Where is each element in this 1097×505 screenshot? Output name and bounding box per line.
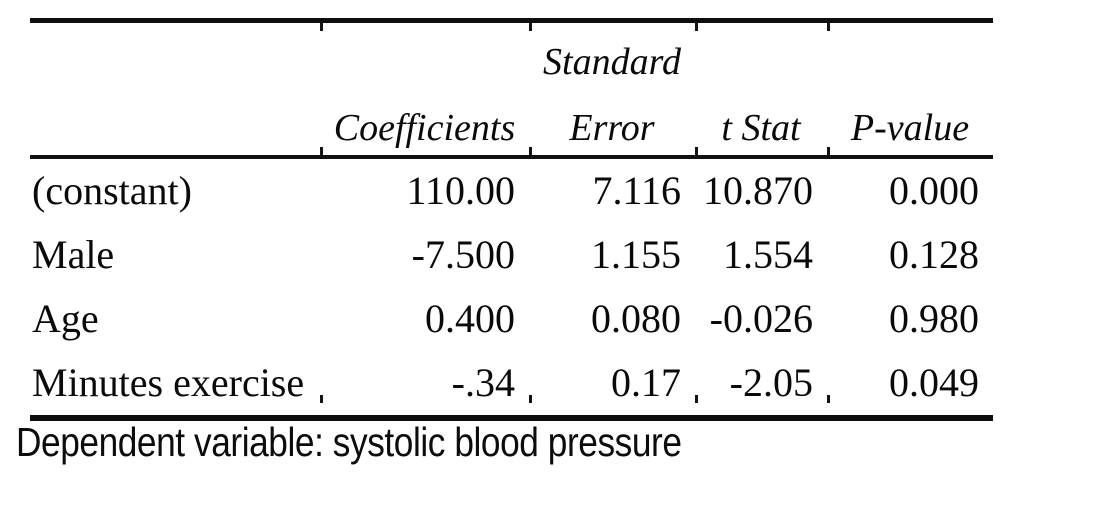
- p-value-cell: 0.980: [889, 296, 979, 341]
- table-row-age: Age 0.400 0.080 -0.026 0.980: [30, 287, 993, 351]
- header-p-value: P-value: [827, 81, 993, 159]
- std-error-cell: 1.155: [591, 232, 681, 277]
- coefficient-cell: 110.00: [406, 168, 515, 213]
- column-tick: [827, 395, 830, 403]
- regression-results-table: Standard Coefficients Error t Stat P-val…: [30, 18, 993, 421]
- header-standard-line1: Standard: [529, 18, 695, 81]
- p-value-cell: 0.000: [889, 168, 979, 213]
- t-stat-cell: 1.554: [723, 232, 813, 277]
- row-label: Male: [32, 232, 115, 277]
- table-row-male: Male -7.500 1.155 1.554 0.128: [30, 223, 993, 287]
- header-coefficients: Coefficients: [320, 81, 529, 159]
- header-row-top: Standard: [30, 18, 993, 81]
- std-error-cell: 0.080: [591, 296, 681, 341]
- column-tick: [695, 395, 698, 403]
- column-tick: [695, 23, 698, 31]
- table-body: (constant) 110.00 7.116 10.870 0.000 Mal…: [30, 157, 993, 421]
- column-tick: [529, 147, 532, 155]
- header-standard-error-line2: Error: [529, 81, 695, 159]
- row-label: Minutes exercise: [30, 351, 320, 421]
- table-row-minutes-exercise: Minutes exercise -.34 0.17 -2.05 0.049: [30, 351, 993, 421]
- column-tick: [695, 147, 698, 155]
- t-stat-cell: 10.870: [703, 168, 813, 213]
- column-tick: [529, 395, 532, 403]
- coefficient-cell: 0.400: [425, 296, 515, 341]
- column-tick: [320, 23, 323, 31]
- column-tick: [827, 23, 830, 31]
- row-label: (constant): [32, 168, 192, 213]
- column-tick: [529, 23, 532, 31]
- t-stat-cell: -0.026: [709, 296, 813, 341]
- header-row-main: Coefficients Error t Stat P-value: [30, 81, 993, 159]
- header-label-column: [30, 81, 320, 159]
- std-error-cell: 0.17: [529, 351, 695, 421]
- std-error-cell: 7.116: [592, 168, 681, 213]
- dependent-variable-note: Dependent variable: systolic blood press…: [16, 419, 682, 465]
- column-tick: [320, 395, 323, 403]
- header-empty: [827, 18, 993, 81]
- t-stat-cell: -2.05: [695, 351, 827, 421]
- table-row-constant: (constant) 110.00 7.116 10.870 0.000: [30, 157, 993, 223]
- header-empty: [30, 18, 320, 81]
- column-tick: [827, 147, 830, 155]
- p-value-cell: 0.049: [827, 351, 993, 421]
- column-tick: [320, 147, 323, 155]
- header-empty: [695, 18, 827, 81]
- coefficient-cell: -7.500: [411, 232, 515, 277]
- header-t-stat: t Stat: [695, 81, 827, 159]
- table-header: Standard Coefficients Error t Stat P-val…: [30, 18, 993, 159]
- row-label: Age: [32, 296, 99, 341]
- header-empty: [320, 18, 529, 81]
- p-value-cell: 0.128: [889, 232, 979, 277]
- coefficient-cell: -.34: [320, 351, 529, 421]
